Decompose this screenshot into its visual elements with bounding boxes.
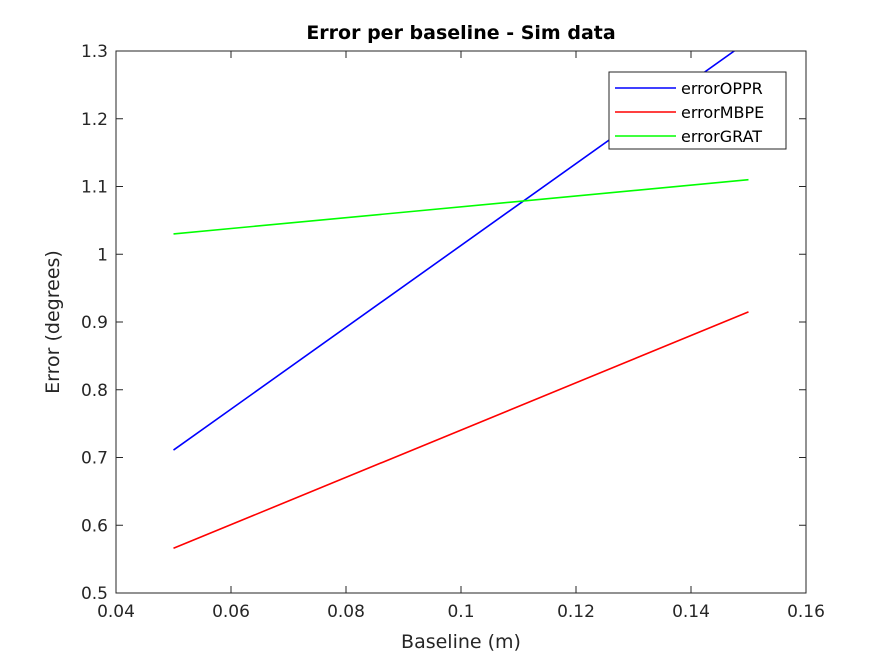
legend: errorOPPR errorMBPE errorGRAT [608,71,787,150]
chart-title: Error per baseline - Sim data [306,22,615,44]
legend-label-errorGRAT: errorGRAT [681,127,762,146]
x-tick-label: 0.08 [327,602,365,622]
x-tick-label: 0.12 [557,602,595,622]
y-tick-label: 1.2 [81,110,108,130]
legend-label-errorMBPE: errorMBPE [681,103,764,122]
y-tick-label: 1.1 [81,178,108,198]
x-tick-label: 0.14 [672,602,710,622]
x-axis-label: Baseline (m) [401,631,521,653]
y-tick-label: 1.3 [81,42,108,62]
series-line-errorMBPE [173,311,749,550]
y-tick-label: 0.5 [81,584,108,604]
y-tick-label: 1 [97,245,108,265]
legend-label-errorOPPR: errorOPPR [681,79,763,98]
y-ticks: 0.5 0.6 0.7 0.8 0.9 1 1.1 1.2 1.3 [81,42,806,604]
x-tick-label: 0.1 [447,602,474,622]
x-tick-label: 0.04 [97,602,135,622]
y-tick-label: 0.9 [81,313,108,333]
x-ticks: 0.04 0.06 0.08 0.1 0.12 0.14 0.16 [97,51,825,622]
y-axis-label: Error (degrees) [42,250,64,394]
y-tick-label: 0.7 [81,449,108,469]
y-tick-label: 0.6 [81,516,108,536]
x-tick-label: 0.06 [212,602,250,622]
x-tick-label: 0.16 [787,602,825,622]
y-tick-label: 0.8 [81,381,108,401]
series-line-errorGRAT [173,178,749,235]
